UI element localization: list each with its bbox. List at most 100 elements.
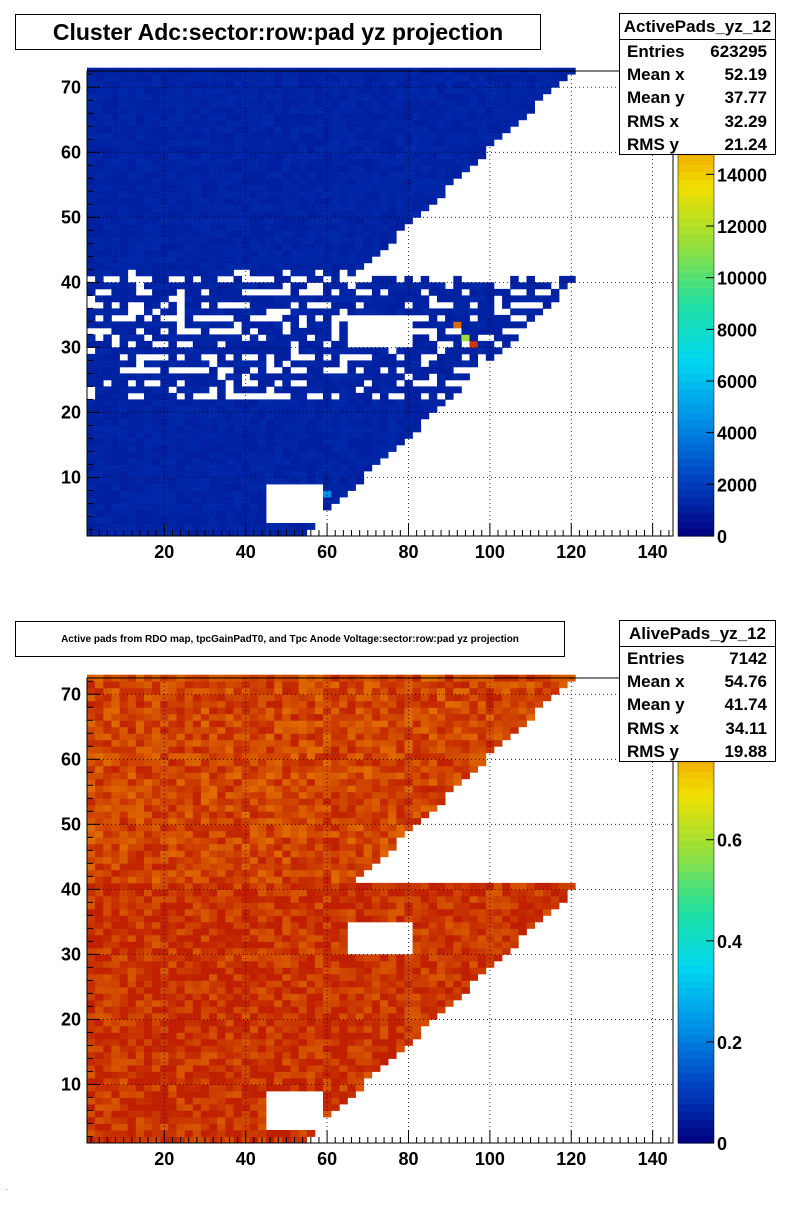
heatmap-cell <box>477 928 487 936</box>
heatmap-cell <box>95 197 104 205</box>
heatmap-cell <box>314 230 324 238</box>
heatmap-cell <box>135 1019 145 1027</box>
heatmap-cell <box>274 386 283 394</box>
heatmap-cell <box>355 1084 365 1092</box>
heatmap-cell <box>160 1006 169 1014</box>
heatmap-cell <box>437 379 446 387</box>
heatmap-cell <box>119 471 129 478</box>
heatmap-cell <box>371 856 381 864</box>
heatmap-cell <box>274 80 283 88</box>
heatmap-cell <box>217 960 226 968</box>
heatmap-cell <box>363 132 373 140</box>
heatmap-cell <box>445 314 454 322</box>
heatmap-cell <box>355 80 365 88</box>
heatmap-cell <box>339 1032 348 1040</box>
heatmap-cell <box>144 986 153 994</box>
heatmap-cell <box>339 856 348 864</box>
heatmap-cell <box>135 471 145 478</box>
heatmap-cell <box>103 223 112 231</box>
heatmap-cell <box>241 947 251 955</box>
heatmap-cell <box>339 392 348 400</box>
heatmap-cell <box>453 360 462 368</box>
heatmap-cell <box>241 843 251 851</box>
heatmap-cell <box>119 405 129 413</box>
heatmap-cell <box>282 856 291 864</box>
heatmap-cell <box>152 941 161 949</box>
heatmap-cell <box>233 856 242 864</box>
heatmap-cell <box>209 262 218 270</box>
heatmap-cell <box>331 954 340 962</box>
heatmap-cell <box>412 1025 422 1033</box>
heatmap-cell <box>87 908 96 916</box>
heatmap-cell <box>282 477 291 485</box>
heatmap-cell <box>249 1123 259 1131</box>
heatmap-cell <box>347 139 356 147</box>
heatmap-cell <box>152 256 161 264</box>
heatmap-cell <box>144 445 153 452</box>
heatmap-cell <box>144 1006 153 1014</box>
heatmap-cell <box>152 373 161 381</box>
heatmap-cell <box>331 1025 340 1033</box>
heatmap-cell <box>95 119 104 127</box>
heatmap-cell <box>127 412 137 420</box>
heatmap-cell <box>274 458 283 465</box>
heatmap-cell <box>249 497 259 504</box>
heatmap-cell <box>469 360 478 368</box>
heatmap-cell <box>396 373 405 381</box>
heatmap-cell <box>184 87 194 95</box>
heatmap-cell <box>339 850 348 858</box>
heatmap-cell <box>290 438 299 446</box>
heatmap-cell <box>485 321 495 329</box>
heatmap-cell <box>225 1123 234 1131</box>
heatmap-cell <box>152 1012 161 1020</box>
heatmap-cell <box>314 308 324 316</box>
heatmap-cell <box>282 340 291 348</box>
heatmap-cell <box>371 113 381 121</box>
heatmap-cell <box>363 308 373 316</box>
heatmap-cell <box>192 954 202 962</box>
heatmap-cell <box>257 497 267 504</box>
heatmap-cell <box>314 106 324 114</box>
heatmap-cell <box>412 980 422 988</box>
heatmap-cell <box>233 471 242 478</box>
heatmap-cell <box>209 1052 218 1059</box>
heatmap-cell <box>184 967 194 975</box>
heatmap-cell <box>127 843 137 851</box>
heatmap-cell <box>412 282 422 290</box>
heatmap-cell <box>160 843 169 851</box>
heatmap-cell <box>241 217 251 225</box>
heatmap-cell <box>428 93 438 101</box>
heatmap-cell <box>380 960 389 968</box>
heatmap-cell <box>192 837 202 845</box>
heatmap-cell <box>152 132 161 140</box>
heatmap-cell <box>266 1038 275 1046</box>
heatmap-cell <box>225 960 234 968</box>
heatmap-cell <box>355 889 365 897</box>
heatmap-cell <box>225 484 234 491</box>
heatmap-cell <box>144 321 153 329</box>
heatmap-cell <box>95 418 104 426</box>
heatmap-cell <box>144 516 153 524</box>
heatmap-cell <box>144 993 153 1001</box>
heatmap-cell <box>135 986 145 994</box>
heatmap-cell <box>274 999 283 1007</box>
heatmap-cell <box>257 438 267 446</box>
heatmap-cell <box>111 1084 120 1092</box>
heatmap-cell <box>111 412 120 420</box>
heatmap-cell <box>412 171 422 179</box>
heatmap-cell <box>225 1110 234 1118</box>
heatmap-cell <box>160 1117 169 1124</box>
heatmap-cell <box>266 139 275 147</box>
heatmap-cell <box>380 392 389 400</box>
heatmap-cell <box>298 100 308 108</box>
heatmap-cell <box>306 386 316 394</box>
heatmap-cell <box>363 1012 373 1020</box>
heatmap-cell <box>111 523 120 530</box>
heatmap-cell <box>355 223 365 231</box>
heatmap-cell <box>257 993 267 1001</box>
heatmap-cell <box>217 503 226 511</box>
heatmap-cell <box>168 431 177 439</box>
heatmap-cell <box>241 445 251 452</box>
heatmap-cell <box>192 438 202 446</box>
heatmap-cell <box>453 321 462 329</box>
